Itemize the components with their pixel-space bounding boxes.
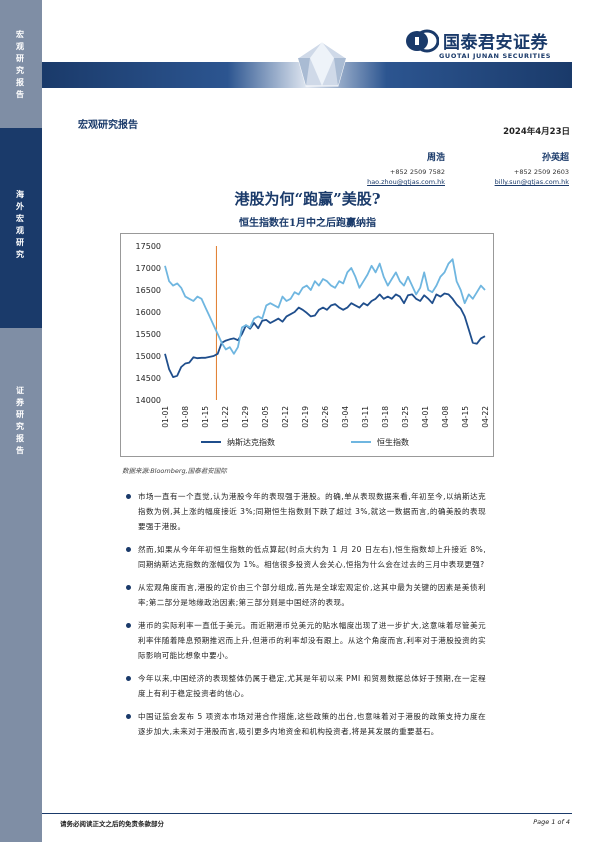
diamond-gem-icon — [297, 41, 347, 87]
y-tick-label: 15500 — [136, 330, 161, 339]
bullet-item: 港币的实际利率一直低于美元。而近期港币兑美元的贴水幅度出现了进一步扩大,这意味着… — [126, 618, 486, 663]
y-tick-label: 17000 — [136, 264, 161, 273]
x-tick-label: 01-01 — [161, 406, 170, 428]
author-phone: +852 2509 7582 — [389, 168, 445, 176]
line-chart-svg: 14000 14500 15000 15500 16000 16500 17000 17500… — [136, 242, 490, 447]
x-tick-label: 01-29 — [241, 406, 250, 428]
company-logo: 国泰君安证券 — [405, 28, 548, 53]
footer-divider — [42, 813, 572, 814]
bullet-item: 从宏观角度而言,港股的定价由三个部分组成,首先是全球宏观定价,这其中最为关键的因… — [126, 580, 486, 610]
author-block-sun: 孙英超 +852 2509 2603 billy.sun@gtjas.com.h… — [495, 150, 569, 187]
logo-chinese-text: 国泰君安证券 — [443, 33, 548, 53]
report-date: 2024年4月23日 — [503, 127, 570, 137]
chart-source: 数据来源:Bloomberg,国泰君安国际 — [122, 467, 227, 475]
y-tick-label: 15000 — [136, 352, 161, 361]
y-tick-label: 16000 — [136, 308, 161, 317]
x-tick-label: 03-18 — [381, 406, 390, 428]
header-banner — [42, 41, 572, 88]
sidebar-label-macro: 宏观研究报告 — [15, 30, 26, 102]
x-tick-label: 03-04 — [341, 406, 350, 428]
sidebar-segment-securities: 证券研究报告 — [0, 328, 42, 842]
x-tick-label: 03-11 — [361, 406, 370, 428]
y-tick-label: 14500 — [136, 374, 161, 383]
footer-disclaimer: 请务必阅读正文之后的免责条款部分 — [60, 820, 164, 828]
y-tick-label: 16500 — [136, 286, 161, 295]
author-email-link[interactable]: billy.sun@gtjas.com.hk — [494, 178, 569, 186]
legend-label: 恒生指数 — [377, 437, 409, 447]
author-name: 孙英超 — [541, 153, 569, 163]
logo-english-text: GUOTAI JUNAN SECURITIES — [439, 52, 552, 60]
x-tick-label: 01-08 — [181, 406, 190, 428]
sidebar-segment-overseas: 海外宏观研究 — [0, 128, 42, 328]
summary-bullets: 市场一直有一个直觉,认为港股今年的表现强于港股。的确,单从表现数据来看,年初至今… — [126, 489, 486, 747]
left-sidebar: 宏观研究报告 海外宏观研究 证券研究报告 — [0, 0, 42, 842]
x-tick-label: 04-01 — [421, 406, 430, 428]
bullet-item: 市场一直有一个直觉,认为港股今年的表现强于港股。的确,单从表现数据来看,年初至今… — [126, 489, 486, 534]
page-number: Page 1 of 4 — [533, 818, 570, 826]
section-label: 宏观研究报告 — [78, 120, 138, 131]
author-phone: +852 2509 2603 — [513, 168, 569, 176]
y-tick-label: 14000 — [136, 396, 161, 405]
x-tick-label: 03-25 — [401, 406, 410, 428]
x-tick-label: 02-26 — [321, 406, 330, 428]
x-tick-label: 04-15 — [461, 406, 470, 428]
logo-mark-icon — [406, 29, 439, 52]
chart-subtitle: 恒生指数在1月中之后跑赢纳指 — [239, 218, 376, 229]
x-tick-label: 01-22 — [221, 406, 230, 428]
x-tick-label: 02-19 — [301, 406, 310, 428]
sidebar-label-overseas: 海外宏观研究 — [15, 190, 26, 262]
hsi-series-line — [164, 258, 486, 355]
x-tick-label: 04-22 — [481, 406, 490, 428]
author-block-zhou: 周浩 +852 2509 7582 hao.zhou@gtjas.com.hk — [367, 150, 445, 187]
x-tick-label: 04-08 — [441, 406, 450, 428]
nasdaq-series-line — [164, 292, 486, 379]
report-title: 港股为何“跑赢”美股? — [234, 190, 381, 208]
author-name: 周浩 — [426, 153, 445, 163]
y-tick-label: 17500 — [136, 242, 161, 251]
x-tick-label: 02-12 — [281, 406, 290, 428]
legend-label: 纳斯达克指数 — [227, 437, 275, 447]
index-comparison-chart: 14000 14500 15000 15500 16000 16500 17000 17500… — [120, 233, 494, 457]
bullet-item: 然而,如果从今年年初恒生指数的低点算起(时点大约为 1 月 20 日左右),恒生… — [126, 542, 486, 572]
x-tick-label: 01-15 — [201, 406, 210, 428]
x-tick-label: 02-05 — [261, 406, 270, 428]
bullet-item: 今年以来,中国经济的表现整体仍属于稳定,尤其是年初以来 PMI 和贸易数据总体好… — [126, 671, 486, 701]
sidebar-segment-macro: 宏观研究报告 — [0, 0, 42, 128]
sidebar-label-securities: 证券研究报告 — [15, 386, 26, 458]
author-email-link[interactable]: hao.zhou@gtjas.com.hk — [367, 178, 445, 186]
bullet-item: 中国证监会发布 5 项资本市场对港合作措施,这些政策的出台,也意味着对于港股的政… — [126, 709, 486, 739]
